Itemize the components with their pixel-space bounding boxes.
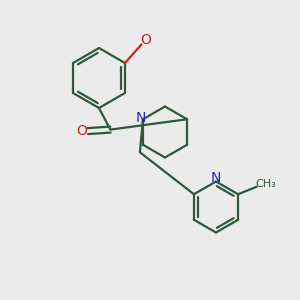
Text: N: N [211, 172, 221, 185]
Text: O: O [76, 124, 87, 138]
Text: O: O [140, 34, 151, 47]
Text: CH₃: CH₃ [255, 179, 276, 189]
Text: N: N [135, 111, 146, 125]
